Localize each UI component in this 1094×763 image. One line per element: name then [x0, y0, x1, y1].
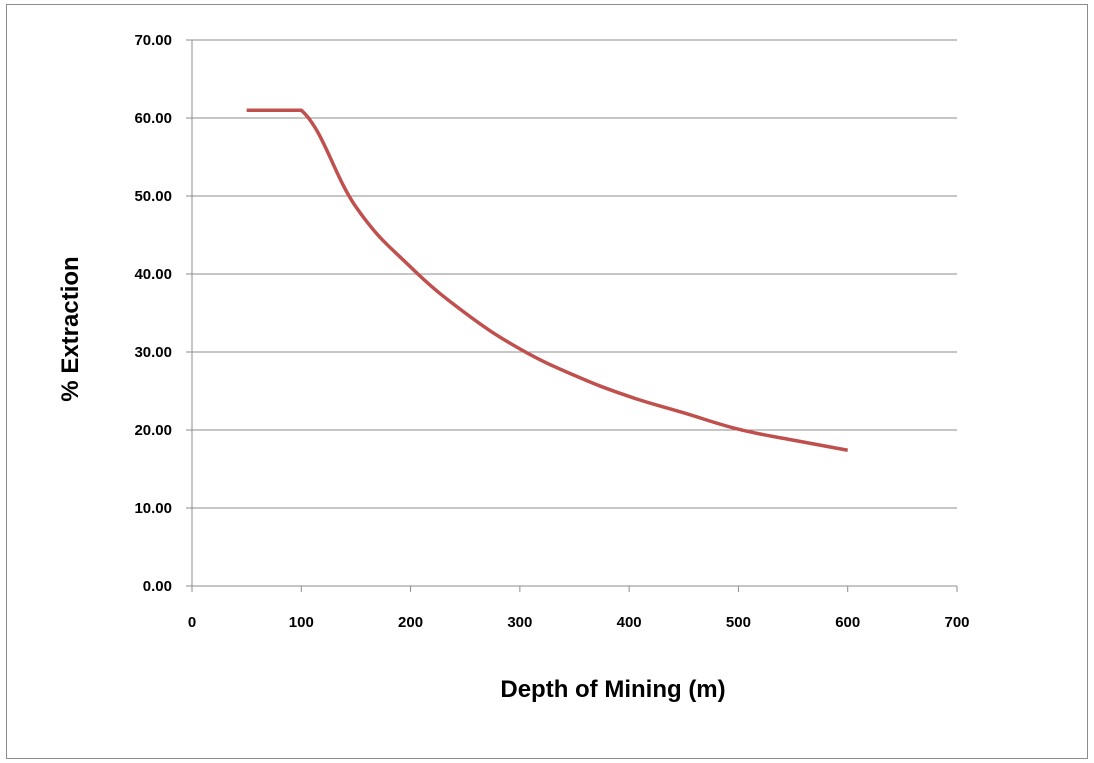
x-axis-title: Depth of Mining (m)	[500, 676, 725, 703]
y-tick-label: 70.00	[134, 32, 172, 49]
x-tick-label: 200	[398, 614, 423, 631]
x-tick-labels: 0 100 200 300 400 500 600 700	[188, 614, 970, 631]
x-tick-label: 0	[188, 614, 196, 631]
y-tick-label: 10.00	[134, 500, 172, 517]
series-layer	[246, 108, 849, 453]
x-tick-label: 300	[507, 614, 532, 631]
x-tick-label: 100	[289, 614, 314, 631]
y-tick-label: 30.00	[134, 344, 172, 361]
gridlines	[192, 39, 957, 509]
y-tick-label: 40.00	[134, 266, 172, 283]
x-tick-label: 600	[835, 614, 860, 631]
y-tick-label: 20.00	[134, 422, 172, 439]
y-tick-labels: 0.00 10.00 20.00 30.00 40.00 50.00 60.00 70.00	[134, 32, 172, 595]
y-tick-label: 50.00	[134, 188, 172, 205]
y-tick-label: 60.00	[134, 110, 172, 127]
series-line-0	[246, 108, 849, 453]
x-tick-label: 400	[617, 614, 642, 631]
x-tick-label: 500	[726, 614, 751, 631]
x-tick-label: 700	[944, 614, 969, 631]
y-tick-label: 0.00	[143, 578, 172, 595]
axes	[186, 39, 958, 592]
y-axis-title: % Extraction	[57, 256, 84, 401]
chart-frame	[6, 4, 1088, 759]
